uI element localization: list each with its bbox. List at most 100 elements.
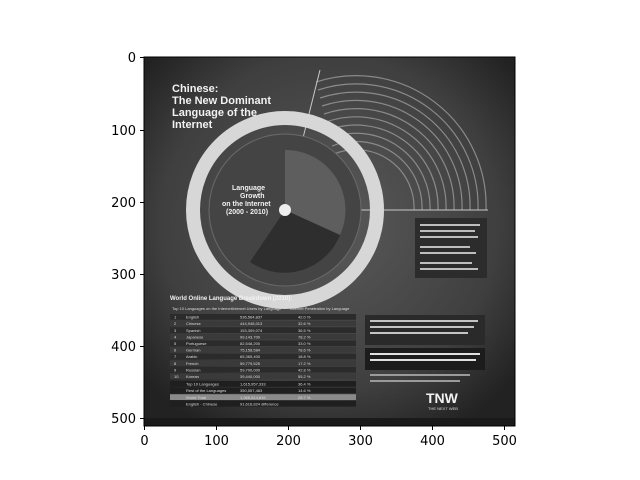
table-cell-penetration: 78.6 % (298, 348, 311, 353)
summary-label: English - Chinese (186, 401, 218, 406)
table-cell-language: English (186, 315, 199, 320)
table-summary-row (170, 387, 356, 394)
x-tick-label: 0 (140, 434, 148, 449)
growth-label-4: (2000 - 2010) (226, 209, 268, 216)
brand-logo: TNW (426, 390, 459, 406)
table-cell-users: 444,948,013 (240, 321, 263, 326)
x-tick-label: 400 (420, 434, 445, 449)
table-header-col3: Internet Penetration by Language (290, 306, 350, 311)
summary-label: World Total (186, 395, 206, 400)
summary-users: 1,615,957,333 (240, 382, 266, 387)
table-cell-language: Chinese (186, 321, 201, 326)
table-cell-language: Portuguese (186, 341, 207, 346)
table-row (170, 373, 356, 380)
growth-label-1: Language (232, 185, 265, 192)
table-row (170, 320, 356, 327)
y-tick-label: 100 (111, 124, 136, 139)
x-tick-label: 500 (492, 434, 517, 449)
table-row (170, 333, 356, 340)
language-table: 1 English 536,564,837 42.0 % 2 Chinese 444,948… (170, 314, 356, 407)
table-cell-rank: 9 (174, 367, 177, 372)
table-cell-users: 65,365,400 (240, 354, 261, 359)
summary-users: 350,557,483 (240, 388, 263, 393)
table-title: World Online Language Breakdown (2010): (170, 296, 292, 302)
table-cell-rank: 2 (174, 321, 177, 326)
table-row (170, 327, 356, 333)
table-row (170, 347, 356, 353)
x-tick-label: 200 (276, 434, 301, 449)
table-cell-penetration: 32.6 % (298, 321, 311, 326)
table-cell-language: Russian (186, 367, 200, 372)
table-cell-penetration: 33.0 % (298, 341, 311, 346)
x-tick-label: 300 (348, 434, 373, 449)
table-cell-users: 59,700,000 (240, 367, 261, 372)
brand-subtitle: THE NEXT WEB (428, 406, 458, 411)
table-cell-users: 99,143,700 (240, 334, 261, 339)
poster-title-2: The New Dominant (172, 95, 271, 107)
table-cell-penetration: 42.8 % (298, 367, 311, 372)
table-cell-users: 75,158,584 (240, 348, 261, 353)
summary-penetration: 36.4 % (298, 382, 311, 387)
summary-users: 1,966,514,816 (240, 395, 266, 400)
table-cell-users: 153,309,074 (240, 328, 263, 333)
table-cell-rank: 4 (174, 334, 177, 339)
y-tick-label: 400 (111, 340, 136, 355)
table-cell-rank: 8 (174, 361, 177, 366)
y-tick-label: 500 (111, 412, 136, 427)
y-tick-label: 200 (111, 196, 136, 211)
table-cell-language: Spanish (186, 328, 200, 333)
growth-label-2: Growth (240, 193, 265, 200)
table-summary-row (170, 394, 356, 400)
x-tick-label: 100 (204, 434, 229, 449)
table-row (170, 340, 356, 347)
table-cell-users: 536,564,837 (240, 315, 263, 320)
table-header-col1: Top 10 Languages on the Internet (172, 306, 233, 311)
table-cell-users: 39,440,000 (240, 374, 261, 379)
summary-penetration: 14.6 % (298, 388, 311, 393)
table-row (170, 360, 356, 366)
y-tick-label: 0 (128, 51, 136, 66)
table-cell-users: 82,548,200 (240, 341, 261, 346)
table-summary-row (170, 400, 356, 407)
table-row (170, 353, 356, 360)
table-cell-rank: 5 (174, 341, 177, 346)
table-cell-language: German (186, 348, 200, 353)
language-ring (186, 111, 384, 309)
y-axis: 0 100 200 300 400 500 (111, 51, 144, 427)
table-cell-rank: 3 (174, 328, 177, 333)
summary-penetration: 28.7 % (298, 395, 311, 400)
summary-users: 91,616,824 difference (240, 401, 279, 406)
right-text-block (415, 218, 487, 278)
summary-label: Top 10 Languages (186, 382, 219, 387)
info-panels (365, 315, 485, 382)
table-summary-row (170, 381, 356, 387)
table-cell-penetration: 18.8 % (298, 354, 311, 359)
table-cell-users: 59,779,525 (240, 361, 261, 366)
axes-frame (143, 56, 516, 427)
table-cell-rank: 7 (174, 354, 177, 359)
table-cell-penetration: 42.0 % (298, 315, 311, 320)
table-row (170, 314, 356, 320)
table-cell-language: Arabic (186, 354, 197, 359)
table-cell-penetration: 78.2 % (298, 334, 311, 339)
table-cell-rank: 1 (174, 315, 177, 320)
table-row (170, 366, 356, 373)
growth-label-3: on the Internet (222, 201, 271, 208)
poster-title-1: Chinese: (172, 83, 218, 95)
poster-title-3: Language of the (172, 107, 257, 119)
poster-image: Chinese: The New Dominant Language of th… (144, 57, 515, 426)
table-cell-language: French (186, 361, 198, 366)
table-cell-language: Korean (186, 374, 199, 379)
table-header-col2: Internet Users by Language (232, 306, 282, 311)
poster-title-4: Internet (172, 119, 213, 131)
x-axis: 0 100 200 300 400 500 (140, 426, 517, 449)
table-cell-penetration: 36.5 % (298, 328, 311, 333)
y-tick-label: 300 (111, 268, 136, 283)
table-cell-language: Japanese (186, 334, 204, 339)
summary-label: Rest of the Languages (186, 388, 226, 393)
table-cell-penetration: 17.2 % (298, 361, 311, 366)
table-cell-rank: 10 (174, 374, 179, 379)
table-cell-penetration: 55.2 % (298, 374, 311, 379)
table-cell-rank: 6 (174, 348, 177, 353)
